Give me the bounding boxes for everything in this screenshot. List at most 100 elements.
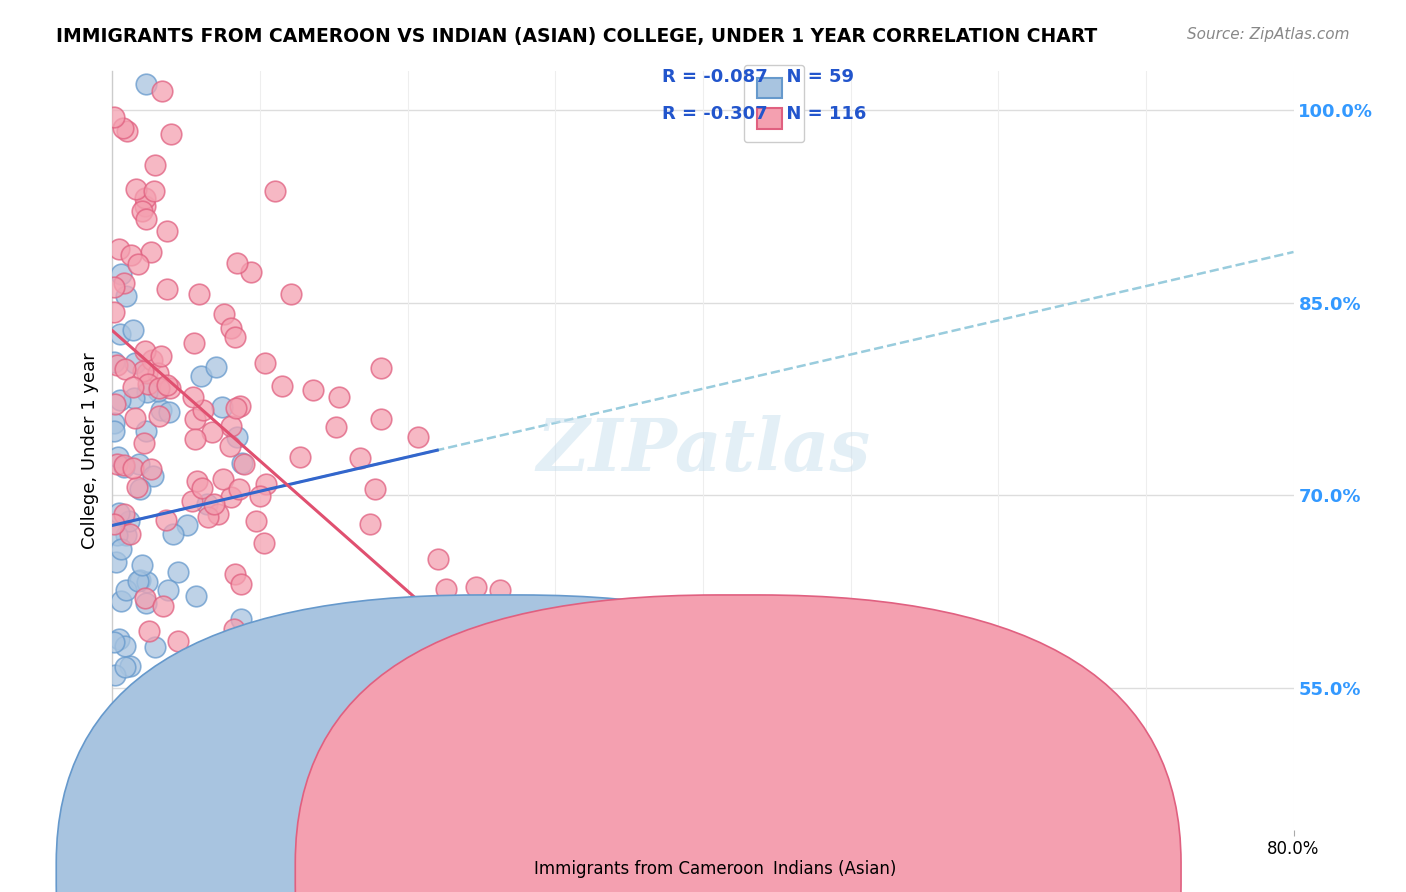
Point: [108, 393, 131, 408]
Point: [114, 660, 136, 674]
Point: [143, 640, 166, 655]
Text: IMMIGRANTS FROM CAMEROON VS INDIAN (ASIAN) COLLEGE, UNDER 1 YEAR CORRELATION CHA: IMMIGRANTS FROM CAMEROON VS INDIAN (ASIA…: [56, 27, 1098, 45]
Point: [167, 565, 190, 579]
Point: [115, 582, 138, 597]
Point: [103, 635, 125, 649]
Point: [122, 323, 145, 337]
Point: [152, 599, 174, 613]
Point: [103, 305, 125, 319]
Point: [136, 575, 159, 590]
Point: [181, 390, 204, 404]
Point: [103, 516, 125, 531]
Point: [183, 336, 205, 351]
Text: Source: ZipAtlas.com: Source: ZipAtlas.com: [1187, 27, 1350, 42]
Point: [150, 84, 173, 98]
Point: [280, 287, 302, 301]
Point: [110, 541, 132, 556]
Point: [249, 489, 271, 503]
Point: [141, 352, 163, 367]
Point: [527, 787, 550, 801]
Point: [374, 621, 396, 635]
Point: [110, 267, 132, 281]
Point: [263, 184, 285, 198]
Point: [112, 459, 135, 474]
Point: [134, 212, 156, 227]
Point: [122, 460, 145, 475]
Point: [492, 764, 515, 778]
Point: [288, 450, 311, 464]
Point: [124, 356, 146, 370]
Point: [135, 366, 157, 380]
Point: [104, 668, 127, 682]
Point: [115, 289, 138, 303]
Point: [112, 507, 135, 521]
Point: [229, 577, 252, 591]
Point: [315, 721, 337, 735]
Point: [105, 359, 128, 373]
Point: [359, 517, 381, 532]
Point: [103, 110, 125, 124]
Point: [406, 430, 429, 444]
Point: [523, 769, 546, 783]
Point: [110, 594, 132, 608]
Point: [107, 632, 129, 646]
Point: [231, 456, 253, 470]
Legend: , : ,: [744, 64, 804, 142]
Point: [349, 450, 371, 465]
Point: [118, 527, 141, 541]
Point: [240, 265, 263, 279]
Point: [115, 528, 138, 542]
Point: [105, 457, 128, 471]
Point: [135, 596, 157, 610]
Point: [212, 805, 235, 820]
Point: [108, 506, 131, 520]
Point: [219, 419, 242, 434]
Point: [254, 356, 277, 370]
Point: [135, 822, 157, 837]
Point: [112, 276, 135, 290]
Point: [112, 458, 135, 472]
Point: [148, 381, 170, 395]
Point: [107, 704, 129, 718]
Point: [240, 633, 263, 648]
Point: [370, 361, 392, 376]
Point: [233, 457, 256, 471]
Point: [503, 822, 526, 837]
Point: [156, 583, 179, 598]
Point: [128, 457, 150, 471]
Point: [156, 282, 179, 296]
Point: [370, 412, 392, 426]
Point: [146, 384, 169, 398]
Point: [465, 580, 488, 594]
Y-axis label: College, Under 1 year: College, Under 1 year: [80, 352, 98, 549]
Point: [127, 257, 149, 271]
Point: [434, 582, 457, 597]
Text: R = -0.307   N = 116: R = -0.307 N = 116: [662, 105, 866, 123]
Point: [392, 674, 415, 689]
Point: [155, 513, 177, 527]
Point: [197, 510, 219, 524]
Point: [184, 412, 207, 426]
Point: [135, 424, 157, 438]
Point: [128, 482, 150, 496]
Point: [111, 121, 134, 136]
Point: [131, 558, 153, 573]
Text: ZIPatlas: ZIPatlas: [536, 415, 870, 486]
Point: [253, 536, 276, 550]
Text: R = -0.087   N = 59: R = -0.087 N = 59: [662, 68, 853, 86]
Text: Immigrants from Cameroon: Immigrants from Cameroon: [534, 860, 763, 878]
Point: [134, 199, 156, 213]
Text: Indians (Asian): Indians (Asian): [773, 860, 897, 878]
Point: [157, 405, 180, 419]
Point: [245, 514, 267, 528]
Point: [412, 702, 434, 716]
Point: [104, 713, 127, 727]
Point: [156, 378, 179, 392]
Point: [219, 439, 242, 453]
Point: [136, 376, 159, 391]
Point: [134, 591, 156, 606]
Point: [142, 468, 165, 483]
Point: [191, 402, 214, 417]
Point: [124, 411, 146, 425]
Point: [107, 450, 129, 464]
